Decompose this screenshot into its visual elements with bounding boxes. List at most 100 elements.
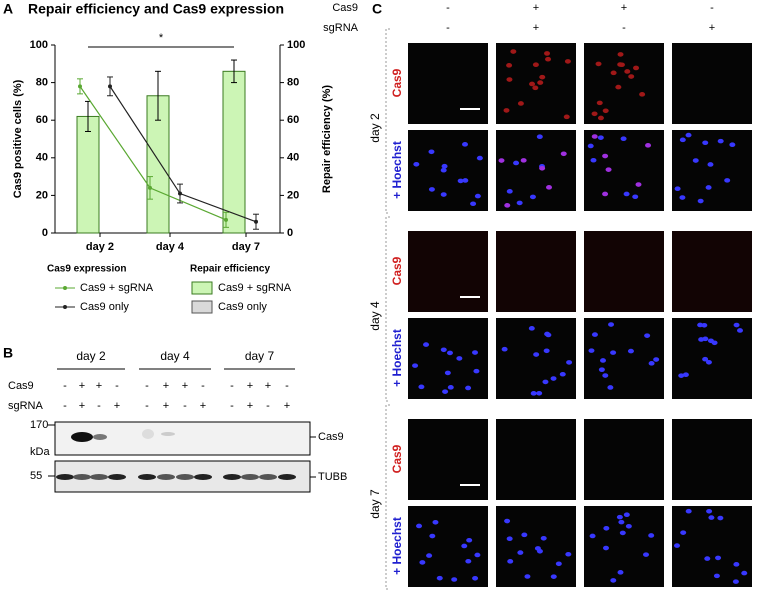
micrograph bbox=[496, 506, 576, 587]
nucleus bbox=[462, 178, 469, 183]
nucleus bbox=[544, 51, 551, 56]
micrograph bbox=[584, 506, 664, 587]
condition-mark: - bbox=[230, 380, 234, 392]
nucleus bbox=[517, 101, 524, 106]
nucleus bbox=[591, 134, 598, 139]
bracket bbox=[385, 28, 390, 214]
micrograph bbox=[584, 130, 664, 211]
blot bbox=[54, 421, 311, 456]
condition-mark: - bbox=[710, 2, 714, 14]
nucleus bbox=[717, 138, 724, 144]
nucleus bbox=[418, 384, 425, 390]
mw-marker: 55 bbox=[30, 470, 42, 482]
nucleus bbox=[603, 526, 610, 531]
condition-mark: - bbox=[115, 380, 119, 392]
nucleus bbox=[530, 391, 537, 396]
nucleus bbox=[513, 160, 520, 166]
mw-unit: kDa bbox=[30, 446, 50, 458]
condition-mark: - bbox=[622, 22, 626, 34]
nucleus bbox=[456, 356, 463, 361]
nucleus bbox=[470, 201, 477, 207]
condition-mark: + bbox=[284, 400, 290, 412]
nucleus bbox=[707, 162, 714, 167]
nucleus bbox=[597, 115, 604, 121]
micrograph bbox=[672, 43, 752, 124]
condition-mark: + bbox=[247, 400, 253, 412]
day-label: day 4 bbox=[368, 301, 382, 331]
micrograph bbox=[408, 231, 488, 312]
nucleus bbox=[591, 332, 598, 337]
x-tick-label: day 2 bbox=[86, 241, 114, 253]
nucleus bbox=[644, 333, 651, 338]
nucleus bbox=[506, 77, 513, 82]
row-label: sgRNA bbox=[8, 400, 44, 412]
y2-tick-label: 80 bbox=[287, 77, 299, 89]
bar bbox=[76, 115, 100, 234]
nucleus bbox=[729, 142, 736, 148]
y2-tick-label: 0 bbox=[287, 227, 293, 239]
y-axis-label: Cas9 positive cells (%) bbox=[12, 79, 24, 198]
nucleus bbox=[428, 149, 435, 155]
nucleus bbox=[618, 62, 625, 68]
band bbox=[176, 474, 194, 480]
bar bbox=[222, 70, 246, 234]
y-tick-label: 80 bbox=[36, 77, 48, 89]
day-label: day 2 bbox=[76, 349, 106, 363]
legend-swatch bbox=[191, 300, 213, 314]
nucleus bbox=[639, 92, 646, 97]
condition-mark: - bbox=[63, 380, 67, 392]
condition-mark: + bbox=[200, 400, 206, 412]
nucleus bbox=[472, 576, 479, 581]
nucleus bbox=[521, 532, 528, 538]
nucleus bbox=[587, 143, 594, 149]
y2-tick-label: 60 bbox=[287, 114, 299, 126]
micrograph bbox=[672, 231, 752, 312]
nucleus bbox=[717, 515, 724, 521]
nucleus bbox=[555, 561, 562, 567]
micrograph bbox=[408, 130, 488, 211]
nucleus bbox=[537, 80, 544, 85]
nucleus bbox=[610, 70, 617, 76]
nucleus bbox=[610, 578, 617, 583]
nucleus bbox=[623, 512, 630, 518]
condition-mark: + bbox=[114, 400, 120, 412]
nucleus bbox=[624, 69, 631, 74]
condition-mark: - bbox=[145, 380, 149, 392]
y-tick-label: 100 bbox=[30, 39, 48, 51]
band bbox=[278, 474, 296, 480]
legend-label: Cas9 only bbox=[80, 301, 129, 313]
y-tick-label: 20 bbox=[36, 189, 48, 201]
nucleus bbox=[705, 359, 712, 365]
panel-label: A bbox=[3, 1, 13, 17]
nucleus bbox=[702, 140, 709, 146]
y2-axis-label: Repair efficiency (%) bbox=[321, 85, 333, 194]
nucleus bbox=[623, 191, 630, 197]
nucleus bbox=[648, 533, 655, 538]
nucleus bbox=[633, 65, 640, 71]
nucleus bbox=[715, 555, 722, 561]
nucleus bbox=[708, 515, 715, 520]
nucleus bbox=[605, 167, 612, 172]
nucleus bbox=[498, 158, 505, 163]
nucleus bbox=[542, 379, 549, 385]
nucleus bbox=[474, 552, 481, 558]
nucleus bbox=[436, 575, 443, 581]
nucleus bbox=[466, 537, 473, 543]
nucleus bbox=[503, 108, 510, 113]
nucleus bbox=[440, 192, 447, 197]
day-label: day 7 bbox=[245, 349, 275, 363]
nucleus bbox=[617, 52, 624, 57]
nucleus bbox=[702, 356, 709, 362]
nucleus bbox=[705, 185, 712, 190]
nucleus bbox=[653, 357, 660, 362]
nucleus bbox=[559, 371, 566, 377]
micrograph bbox=[408, 506, 488, 587]
y2-tick-label: 100 bbox=[287, 39, 305, 51]
band bbox=[194, 474, 212, 480]
condition-mark: - bbox=[183, 400, 187, 412]
nucleus bbox=[737, 328, 744, 333]
band bbox=[108, 474, 126, 480]
nucleus bbox=[536, 134, 543, 140]
nucleus bbox=[462, 142, 469, 147]
band bbox=[73, 474, 91, 480]
